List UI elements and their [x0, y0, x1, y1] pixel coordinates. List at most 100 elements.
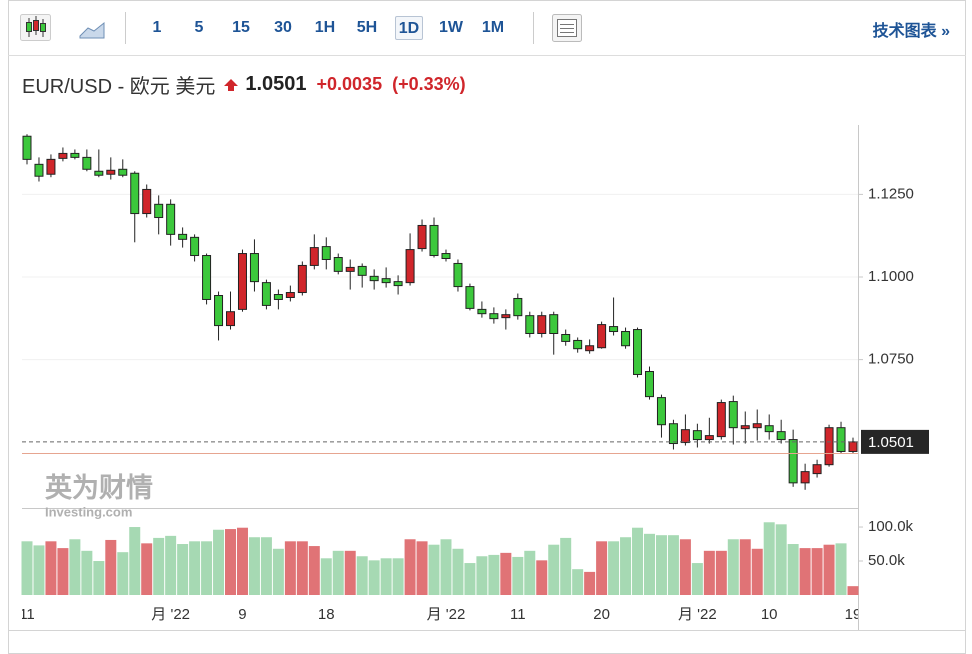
- volume-bar: [296, 541, 308, 595]
- interval-button[interactable]: 30: [274, 19, 292, 36]
- volume-bar: [811, 548, 823, 595]
- interval-button[interactable]: 1H: [314, 19, 336, 36]
- candle-body: [776, 431, 786, 441]
- candle-body: [728, 401, 738, 429]
- current-price-box: [861, 429, 929, 454]
- candle-body: [261, 282, 271, 306]
- x-tick-label: 19: [845, 606, 862, 623]
- y-tick-label: 1.1000: [868, 268, 914, 285]
- candle-body: [537, 315, 547, 335]
- volume-bar: [344, 550, 356, 595]
- volume-bar: [165, 535, 177, 595]
- technical-chart-link[interactable]: 技术图表 »: [873, 17, 950, 41]
- candle-body: [489, 313, 499, 320]
- interval-button[interactable]: 5H: [356, 19, 378, 36]
- volume-bar: [368, 560, 380, 595]
- candle-body: [178, 233, 188, 240]
- candle-body: [393, 281, 403, 287]
- change: +0.0035: [316, 74, 383, 94]
- link-text: 技术图表: [872, 23, 937, 40]
- volume-bar: [703, 550, 715, 595]
- candle-body: [824, 427, 834, 466]
- up-arrow-shape: [224, 78, 239, 91]
- interval-button[interactable]: 5: [194, 19, 204, 36]
- volume-bar: [608, 541, 620, 595]
- candle-body: [190, 236, 200, 257]
- candle-body: [656, 397, 666, 426]
- candle-body: [501, 314, 511, 319]
- volume-bar: [404, 539, 416, 595]
- volume-bar: [572, 569, 584, 595]
- candle-body: [285, 292, 295, 298]
- volume-bar: [464, 563, 476, 595]
- toolbar: 技术图表 » 1 5 15 30 1H 5H 1D 1W 1M: [0, 0, 972, 55]
- volume-bar: [835, 543, 847, 595]
- symbol: EUR/USD - 欧元 美元: [22, 76, 216, 98]
- quote-header: EUR/USD - 欧元 美元 1.0501 +0.0035 (+0.33%): [22, 70, 466, 99]
- interval-button[interactable]: 1W: [439, 19, 463, 36]
- volume-bar: [177, 544, 189, 595]
- volume-bar: [715, 550, 727, 595]
- volume-bar: [225, 529, 237, 595]
- candle-body: [812, 464, 822, 475]
- volume-bar: [332, 550, 344, 595]
- interval-button[interactable]: 1M: [481, 19, 505, 36]
- interval-button[interactable]: 1D: [395, 16, 423, 40]
- candle-body: [118, 168, 128, 176]
- candle-body: [70, 152, 80, 158]
- volume-bar: [416, 541, 428, 595]
- candle-body: [477, 308, 487, 315]
- candle-body: [453, 262, 463, 288]
- volume-bar: [787, 544, 799, 595]
- volume-bar: [260, 537, 272, 595]
- volume-tick-label: 100.0k: [868, 518, 914, 535]
- volume-bar: [739, 539, 751, 595]
- volume-bar: [476, 556, 488, 595]
- candle-body: [609, 326, 619, 333]
- candle-body: [633, 329, 643, 375]
- candle-body: [345, 266, 355, 272]
- candle-body: [740, 425, 750, 430]
- interval-button[interactable]: 1: [152, 19, 162, 36]
- candle-body: [94, 170, 104, 176]
- candle-icon: [40, 23, 46, 32]
- volume-bar: [236, 527, 248, 595]
- candle-body: [621, 331, 631, 347]
- volume-bar: [356, 556, 368, 595]
- volume-bar: [21, 541, 33, 595]
- candle-body: [82, 156, 92, 170]
- candle-body: [166, 203, 176, 235]
- volume-bar: [284, 541, 296, 595]
- candle-body: [525, 315, 535, 335]
- volume-bar: [620, 537, 632, 595]
- volume-bar: [141, 543, 153, 595]
- candle-body: [34, 163, 44, 177]
- x-tick-label: 10: [761, 606, 778, 623]
- x-tick-label: 9: [238, 606, 246, 623]
- volume-bar: [93, 561, 105, 595]
- candle-body: [58, 152, 68, 159]
- area-icon[interactable]: [79, 21, 105, 39]
- candle-body: [585, 345, 595, 352]
- volume-bar: [153, 537, 165, 595]
- volume-bar: [512, 556, 524, 595]
- current-price-label: 1.0501: [868, 434, 914, 451]
- x-tick-label: 11: [510, 606, 526, 623]
- volume-bar: [428, 544, 440, 595]
- candle-body: [800, 471, 810, 484]
- candle-body: [321, 246, 331, 260]
- volume-bar: [129, 527, 141, 595]
- candle-body: [273, 294, 283, 300]
- candle-body: [764, 425, 774, 433]
- y-tick-label: 1.1250: [868, 185, 914, 202]
- candle-body: [237, 253, 247, 310]
- last-price: 1.0501: [245, 73, 307, 95]
- volume-bar: [57, 548, 69, 595]
- candle-body: [692, 430, 702, 441]
- y-tick-label: 1.0750: [868, 351, 914, 368]
- interval-button[interactable]: 15: [232, 19, 250, 36]
- volume-bar: [440, 539, 452, 595]
- volume-bar: [775, 524, 787, 595]
